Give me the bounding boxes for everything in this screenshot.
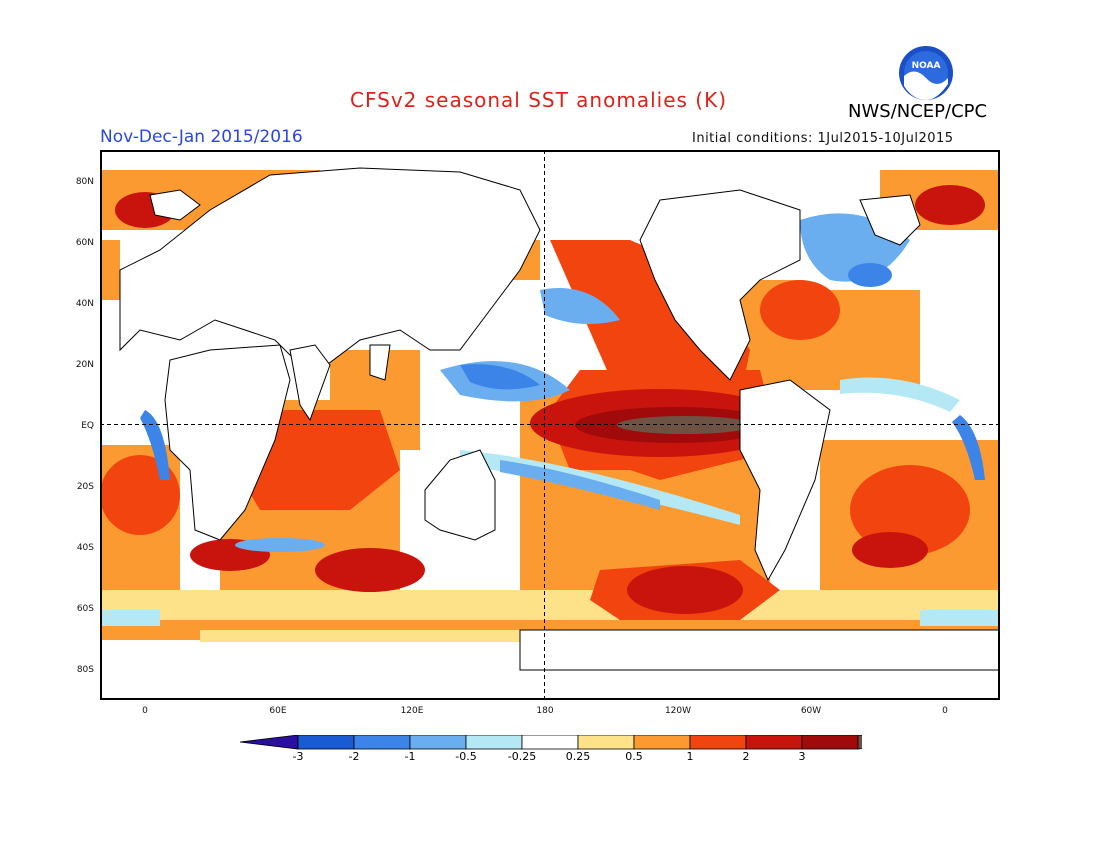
initial-conditions: Initial conditions: 1Jul2015-10Jul2015 — [692, 131, 954, 146]
colorbar-segment — [353, 735, 411, 750]
lon-tick-120w: 120W — [665, 706, 691, 716]
map-title: CFSv2 seasonal SST anomalies (K) — [350, 88, 727, 112]
colorbar-label: 0.25 — [566, 750, 591, 763]
lat-tick-80n: 80N — [76, 177, 94, 187]
colorbar-label: -0.5 — [455, 750, 476, 763]
lat-tick-eq: EQ — [81, 421, 94, 431]
colorbar-segment — [521, 735, 579, 750]
lat-tick-20s: 20S — [77, 482, 94, 492]
colorbar-segment — [689, 735, 747, 750]
colorbar-label: -2 — [349, 750, 360, 763]
colorbar-segment — [409, 735, 467, 750]
lon-tick-0-west: 0 — [142, 706, 148, 716]
sst-anomaly-map: 80N 60N 40N 20N EQ 20S 40S 60S 80S — [100, 150, 1000, 700]
lon-tick-60w: 60W — [801, 706, 821, 716]
lat-tick-20n: 20N — [76, 360, 94, 370]
colorbar-label: -3 — [293, 750, 304, 763]
lat-tick-60n: 60N — [76, 238, 94, 248]
colorbar-label: 1 — [687, 750, 694, 763]
latitude-axis: 80N 60N 40N 20N EQ 20S 40S 60S 80S — [76, 177, 94, 675]
lon-tick-180: 180 — [536, 706, 553, 716]
logo-text: NOAA — [912, 61, 941, 71]
lat-tick-40s: 40S — [77, 543, 94, 553]
map-frame — [100, 150, 1000, 700]
colorbar-segment — [297, 735, 355, 750]
lat-tick-40n: 40N — [76, 299, 94, 309]
colorbar-segment — [745, 735, 803, 750]
continents — [119, 167, 1000, 671]
organization-label: NWS/NCEP/CPC — [848, 101, 988, 122]
lat-tick-80s: 80S — [77, 665, 94, 675]
colorbar-segment — [577, 735, 635, 750]
colorbar-segment — [857, 735, 862, 750]
colorbar-label: 2 — [743, 750, 750, 763]
forecast-period: Nov-Dec-Jan 2015/2016 — [100, 127, 303, 147]
colorbar-segment — [801, 735, 859, 750]
colorbar-label: 3 — [799, 750, 806, 763]
anomaly-field — [100, 170, 1000, 642]
colorbar-label: 0.5 — [625, 750, 643, 763]
colorbar-legend: -3 -2 -1 -0.5 -0.25 0.25 0.5 1 2 3 — [239, 735, 862, 763]
colorbar-segment — [633, 735, 691, 750]
longitude-axis: 0 60E 120E 180 120W 60W 0 — [142, 706, 948, 716]
colorbar-label: -0.25 — [508, 750, 536, 763]
lat-tick-60s: 60S — [77, 604, 94, 614]
noaa-logo: NOAA — [895, 44, 957, 102]
colorbar-segment — [465, 735, 523, 750]
lon-tick-120e: 120E — [401, 706, 424, 716]
colorbar-label: -1 — [405, 750, 416, 763]
colorbar-segment — [239, 735, 299, 750]
lon-tick-60e: 60E — [269, 706, 286, 716]
lon-tick-0-east: 0 — [942, 706, 948, 716]
